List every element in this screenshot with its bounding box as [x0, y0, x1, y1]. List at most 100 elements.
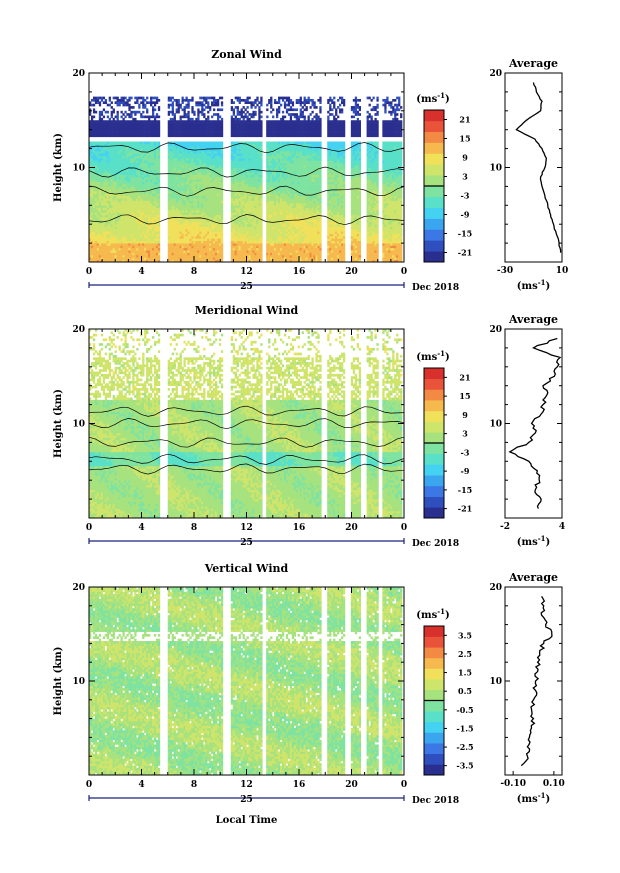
heatmap-cell	[150, 224, 152, 227]
heatmap-cell	[109, 127, 111, 130]
heatmap-cell	[142, 132, 144, 135]
heatmap-cell	[113, 146, 115, 149]
heatmap-cell	[109, 165, 111, 168]
heatmap-cell	[122, 229, 124, 232]
heatmap-cell	[136, 144, 138, 147]
heatmap-cell	[150, 217, 152, 220]
heatmap-cell	[119, 130, 121, 133]
heatmap-cell	[128, 134, 130, 137]
heatmap-cell	[130, 193, 132, 196]
heatmap-cell	[117, 184, 119, 187]
heatmap-cell	[132, 205, 134, 208]
heatmap-cell	[142, 243, 144, 246]
heatmap-cell	[130, 241, 132, 244]
heatmap-cell	[109, 229, 111, 232]
heatmap-cell	[117, 250, 119, 253]
heatmap-cell	[136, 182, 138, 185]
heatmap-cell	[103, 156, 105, 159]
heatmap-cell	[132, 134, 134, 137]
heatmap-cell	[130, 142, 132, 145]
heatmap-cell	[119, 132, 121, 135]
heatmap-cell	[115, 215, 117, 218]
heatmap-cell	[109, 222, 111, 225]
heatmap-cell	[117, 111, 119, 114]
heatmap-cell	[140, 243, 142, 246]
heatmap-cell	[132, 179, 134, 182]
heatmap-cell	[101, 193, 103, 196]
heatmap-cell	[150, 229, 152, 232]
heatmap-cell	[138, 210, 140, 213]
heatmap-cell	[128, 165, 130, 168]
heatmap-cell	[122, 196, 124, 199]
heatmap-cell	[109, 238, 111, 241]
heatmap-cell	[109, 241, 111, 244]
heatmap-cell	[146, 184, 148, 187]
heatmap-cell	[93, 215, 95, 218]
heatmap-cell	[134, 111, 136, 114]
heatmap-cell	[148, 243, 150, 246]
heatmap-cell	[115, 186, 117, 189]
heatmap-cell	[134, 163, 136, 166]
heatmap-cell	[132, 123, 134, 126]
heatmap-cell	[109, 257, 111, 260]
heatmap-cell	[142, 165, 144, 168]
heatmap-cell	[97, 168, 99, 171]
heatmap-cell	[148, 219, 150, 222]
heatmap-cell	[101, 201, 103, 204]
heatmap-cell	[128, 163, 130, 166]
heatmap-cell	[146, 243, 148, 246]
heatmap-cell	[142, 179, 144, 182]
heatmap-cell	[111, 116, 113, 119]
heatmap-cell	[109, 208, 111, 211]
heatmap-cell	[132, 172, 134, 175]
heatmap-cell	[126, 123, 128, 126]
heatmap-cell	[122, 217, 124, 220]
heatmap-cell	[142, 245, 144, 248]
heatmap-cell	[138, 163, 140, 166]
heatmap-cell	[134, 172, 136, 175]
heatmap-cell	[97, 248, 99, 251]
heatmap-cell	[91, 177, 93, 180]
heatmap-cell	[138, 255, 140, 258]
heatmap-cell	[111, 158, 113, 161]
heatmap-cell	[148, 165, 150, 168]
heatmap-cell	[101, 130, 103, 133]
heatmap-cell	[109, 168, 111, 171]
heatmap-cell	[124, 153, 126, 156]
heatmap-cell	[146, 236, 148, 239]
heatmap-cell	[146, 186, 148, 189]
heatmap-cell	[109, 104, 111, 107]
heatmap-cell	[91, 245, 93, 248]
heatmap-cell	[95, 205, 97, 208]
heatmap-cell	[146, 134, 148, 137]
heatmap-cell	[117, 186, 119, 189]
heatmap-cell	[128, 97, 130, 100]
heatmap-cell	[91, 123, 93, 126]
heatmap-cell	[138, 212, 140, 215]
heatmap-cell	[115, 101, 117, 104]
heatmap-cell	[113, 191, 115, 194]
heatmap-cell	[138, 184, 140, 187]
heatmap-cell	[138, 134, 140, 137]
heatmap-cell	[132, 125, 134, 128]
heatmap-cell	[113, 203, 115, 206]
heatmap-cell	[121, 193, 123, 196]
heatmap-cell	[144, 175, 146, 178]
heatmap-cell	[128, 123, 130, 126]
heatmap-cell	[144, 217, 146, 220]
heatmap-cell	[113, 125, 115, 128]
heatmap-cell	[142, 196, 144, 199]
heatmap-cell	[124, 227, 126, 230]
heatmap-cell	[99, 229, 101, 232]
heatmap-cell	[97, 101, 99, 104]
heatmap-cell	[117, 123, 119, 126]
heatmap-cell	[105, 186, 107, 189]
heatmap-cell	[144, 201, 146, 204]
heatmap-cell	[99, 193, 101, 196]
heatmap-cell	[128, 205, 130, 208]
heatmap-cell	[130, 227, 132, 230]
heatmap-cell	[150, 245, 152, 248]
heatmap-cell	[119, 243, 121, 246]
heatmap-cell	[142, 97, 144, 100]
heatmap-cell	[124, 238, 126, 241]
